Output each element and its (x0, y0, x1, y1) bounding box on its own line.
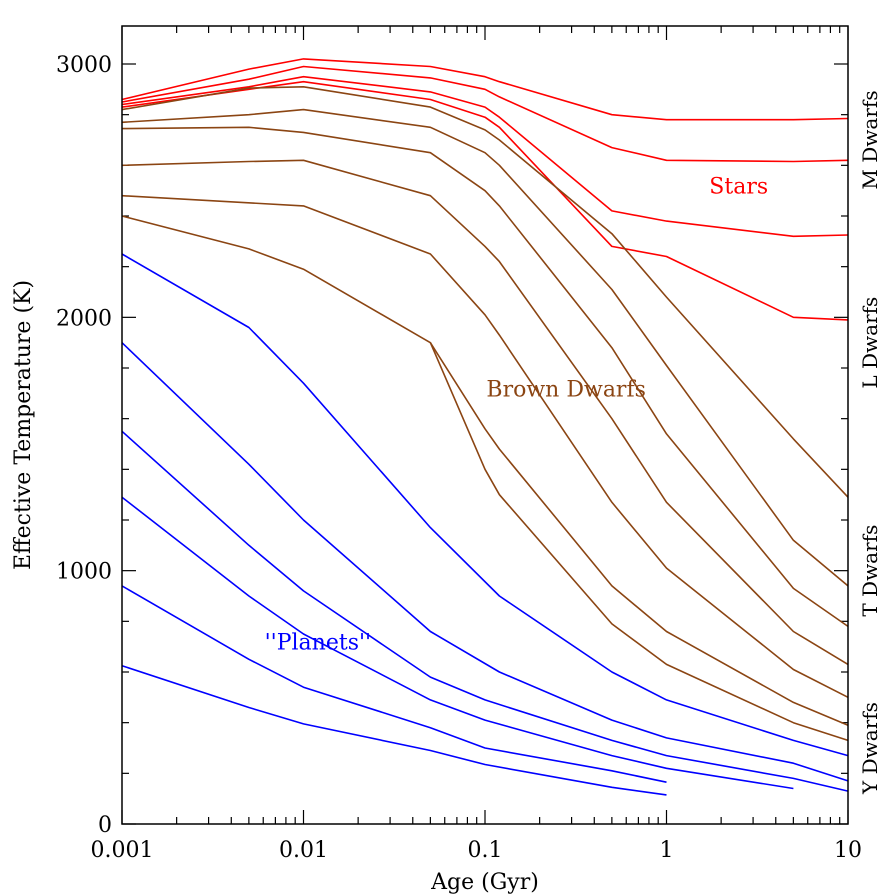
series-line-brown-dwarfs (121, 126, 849, 628)
x-axis-label: Age (Gyr) (430, 870, 539, 895)
right-label-t-dwarfs: T Dwarfs (858, 525, 882, 617)
x-tick-label: 1 (660, 838, 674, 863)
chart-series (121, 58, 849, 796)
annotation-brown-dwarfs: Brown Dwarfs (486, 377, 645, 402)
series-line-brown-dwarfs (121, 108, 849, 587)
y-tick-label: 3000 (56, 53, 112, 78)
axis-ticks (121, 26, 849, 825)
annotation-planets: ''Planets'' (265, 631, 371, 656)
series-line-stars (121, 58, 849, 121)
series-line-brown-dwarfs (121, 86, 849, 498)
series-line-stars (121, 80, 849, 321)
right-label-l-dwarfs: L Dwarfs (858, 297, 882, 389)
series-line-planets (121, 253, 849, 757)
y-axis-label: Effective Temperature (K) (11, 280, 36, 570)
series-line-planets (121, 342, 849, 782)
right-label-y-dwarfs: Y Dwarfs (858, 702, 882, 795)
x-tick-label: 0.01 (279, 838, 328, 863)
plot-frame (121, 25, 849, 825)
x-tick-label: 0.1 (468, 838, 503, 863)
x-tick-label: 0.001 (91, 838, 154, 863)
y-tick-label: 1000 (56, 560, 112, 585)
annotation-stars: Stars (709, 175, 768, 200)
x-tick-label: 10 (834, 838, 862, 863)
y-tick-label: 0 (98, 813, 112, 838)
series-line-planets (121, 585, 667, 783)
series-line-planets (121, 664, 667, 796)
series-line-brown-dwarfs (429, 342, 849, 742)
series-line-stars (121, 65, 849, 163)
series-line-stars (121, 75, 849, 238)
series-line-brown-dwarfs (121, 215, 849, 726)
series-line-brown-dwarfs (121, 194, 849, 699)
series-line-planets (121, 430, 849, 792)
right-label-m-dwarfs: M Dwarfs (858, 90, 882, 189)
series-line-brown-dwarfs (121, 159, 849, 666)
series-line-planets (121, 496, 794, 790)
y-tick-label: 2000 (56, 306, 112, 331)
